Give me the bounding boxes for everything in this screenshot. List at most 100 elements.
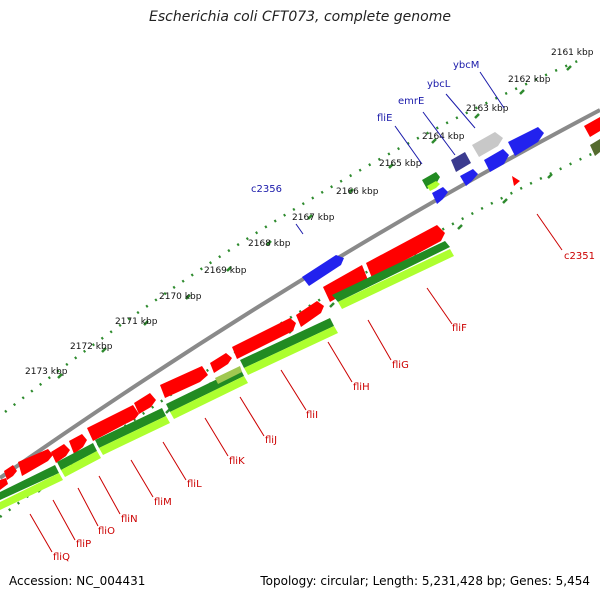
scale-label: 2163 kbp: [466, 104, 509, 114]
cds-edge-olive: [590, 139, 600, 156]
gene-label-fliF: fliF: [452, 323, 467, 334]
cds-fliJ: [210, 353, 232, 373]
leader-fliM: [130, 459, 154, 498]
cds-emrE-dark: [422, 172, 440, 189]
cds-green-4: [95, 408, 166, 448]
scale-label: 2161 kbp: [551, 48, 594, 58]
cds-ybcM: [472, 132, 503, 157]
gene-label-fliL: fliL: [187, 479, 202, 490]
gene-label-fliE: fliE: [377, 113, 392, 124]
cds-green-2: [240, 318, 334, 368]
scale-label: 2166 kbp: [336, 187, 379, 197]
scale-label: 2170 kbp: [159, 292, 202, 302]
cds-lightgreen-5: [61, 451, 101, 477]
cds-fliN: [69, 434, 87, 454]
leader-fliG: [367, 319, 392, 361]
inner-dotted-ring-path: [0, 148, 600, 518]
gene-label-c2351: c2351: [564, 251, 595, 262]
ring-tick: [348, 188, 354, 194]
gene-label-ybcL: ybcL: [427, 79, 451, 90]
genome-backbone: [0, 108, 600, 480]
cds-c2356: [302, 255, 344, 286]
cds-small-red-marker: [512, 176, 520, 186]
leader-c2356: [295, 223, 304, 235]
leader-fliQ: [29, 513, 53, 553]
leader-fliI: [280, 369, 307, 411]
leader-c2351: [536, 213, 563, 251]
ring-tick: [547, 173, 553, 179]
cds-fliG: [323, 265, 368, 302]
ring-tick: [101, 347, 107, 353]
ring-tick: [329, 302, 335, 308]
cds-fliF: [366, 225, 445, 278]
accession-label: Accession: NC_004431: [9, 574, 146, 588]
leader-ybcL: [445, 93, 476, 129]
cds-lightgreen-2: [244, 326, 338, 375]
cds-fliO: [51, 444, 70, 463]
scale-label: 2165 kbp: [379, 159, 422, 169]
ring-tick: [388, 163, 394, 169]
ring-tick: [431, 138, 437, 144]
cds-olive-highlight: [215, 366, 242, 384]
cds-fliP: [18, 449, 53, 476]
gene-label-fliM: fliM: [154, 497, 172, 508]
gene-label-fliP: fliP: [76, 539, 91, 550]
gene-labels: c2356 fliE emrE ybcL ybcM c2351 fliF fli…: [53, 60, 595, 563]
leader-emrE: [422, 111, 456, 156]
cds-fliE: [432, 187, 448, 204]
scale-label: 2169 kbp: [204, 266, 247, 276]
cds-lightgreen-4: [99, 416, 170, 455]
forward-strand-light-green-track: [0, 249, 454, 510]
ring-tick: [307, 214, 313, 220]
cds-lightgreen-1: [338, 249, 454, 309]
topology-label: Topology: circular; Length: 5,231,428 bp…: [260, 574, 590, 588]
cds-lightgreen-6: [0, 473, 63, 510]
ring-tick: [457, 224, 463, 230]
gene-label-fliG: fliG: [392, 360, 409, 371]
leader-ybcM: [479, 71, 505, 109]
ring-tick: [474, 113, 480, 119]
scale-label: 2172 kbp: [70, 342, 113, 352]
cds-green-5: [57, 443, 97, 470]
gene-label-fliK: fliK: [229, 456, 245, 467]
ring-tick: [502, 198, 508, 204]
gene-label-fliO: fliO: [98, 526, 115, 537]
ring-tick: [519, 89, 525, 95]
cds-fliK: [160, 366, 208, 398]
leader-fliN: [98, 475, 121, 515]
leader-fliO: [77, 487, 99, 527]
outer-dotted-ring: [4, 58, 581, 413]
cds-ybcM-2: [484, 149, 509, 172]
leader-fliH: [327, 341, 353, 383]
scale-label: 2173 kbp: [25, 367, 68, 377]
scale-label: 2171 kbp: [115, 317, 158, 327]
leader-lines: [29, 71, 563, 553]
gene-label-fliI: fliI: [306, 410, 318, 421]
cds-fliI: [232, 318, 296, 359]
gene-label-ybcM: ybcM: [453, 60, 479, 71]
map-title: Escherichia coli CFT073, complete genome: [149, 9, 451, 25]
cds-fliQ: [4, 465, 17, 480]
gene-label-c2356: c2356: [251, 184, 282, 195]
leader-fliP: [52, 499, 76, 541]
reverse-strand-features: [302, 117, 600, 286]
cds-fliM: [87, 405, 139, 441]
gene-label-fliQ: fliQ: [53, 552, 70, 563]
cds-ybcM-3: [508, 127, 544, 156]
cds-fliH: [296, 301, 324, 327]
cds-green-1: [332, 241, 450, 302]
cds-green-6: [0, 465, 59, 500]
gene-label-fliH: fliH: [353, 382, 370, 393]
forward-strand-dark-green-track: [0, 241, 450, 500]
ring-tick: [57, 373, 63, 379]
leader-fliL: [162, 441, 187, 481]
ring-tick: [566, 65, 572, 71]
outer-ring-ticks: [57, 65, 572, 379]
leader-fliJ: [239, 396, 265, 437]
scale-label: 2168 kbp: [248, 239, 291, 249]
cds-ybcL: [451, 152, 471, 172]
ring-tick: [226, 266, 232, 272]
leader-fliE: [394, 125, 423, 165]
